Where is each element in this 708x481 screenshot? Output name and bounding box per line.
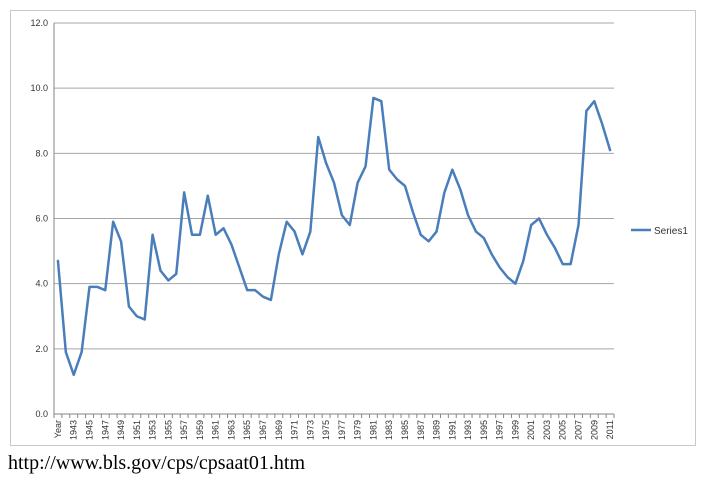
- x-tick-label-2011: 2011: [605, 420, 615, 439]
- x-tick-label-2005: 2005: [558, 420, 568, 440]
- x-tick-label-1997: 1997: [495, 420, 505, 440]
- x-tick-label-1993: 1993: [463, 420, 473, 440]
- x-tick-label-2001: 2001: [526, 420, 536, 440]
- x-tick-label-1975: 1975: [321, 420, 331, 440]
- y-tick-label-4: 8.0: [35, 148, 48, 158]
- y-tick-label-1: 2.0: [35, 344, 48, 354]
- x-tick-label-1987: 1987: [416, 420, 426, 440]
- x-tick-label-1947: 1947: [100, 420, 110, 440]
- x-tick-label-2009: 2009: [589, 420, 599, 440]
- x-tick-label-1981: 1981: [368, 420, 378, 440]
- x-tick-label-1943: 1943: [69, 420, 79, 440]
- chart-frame: 0.0 2.0 4.0 6.0 8.0 10.0 12.0 Year 1943 1945 1947 1…: [10, 10, 696, 446]
- x-tick-label-1973: 1973: [305, 420, 315, 440]
- source-url: http://www.bls.gov/cps/cpsaat01.htm: [8, 452, 306, 474]
- series-layer: [56, 96, 612, 377]
- x-tick-label-1951: 1951: [132, 420, 142, 440]
- x-tick-label-1983: 1983: [384, 420, 394, 440]
- y-tick-label-2: 4.0: [35, 279, 48, 289]
- x-tick-label-1953: 1953: [148, 420, 158, 440]
- x-tick-label-1955: 1955: [163, 420, 173, 440]
- x-tick-label-1959: 1959: [195, 420, 205, 440]
- axis-layer: 0.0 2.0 4.0 6.0 8.0 10.0 12.0 Year 1943 1945 1947 1…: [30, 18, 615, 440]
- x-tick-label-1967: 1967: [258, 420, 268, 440]
- y-tick-label-5: 10.0: [30, 83, 48, 93]
- y-tick-label-0: 0.0: [35, 409, 48, 419]
- x-tick-label-1977: 1977: [337, 420, 347, 440]
- x-tick-label-1949: 1949: [116, 420, 126, 440]
- line-chart: 0.0 2.0 4.0 6.0 8.0 10.0 12.0 Year 1943 1945 1947 1…: [30, 18, 688, 440]
- legend-label-series1: Series1: [654, 226, 688, 237]
- x-tick-label-1979: 1979: [353, 420, 363, 440]
- series-line-1: [56, 96, 612, 377]
- x-tick-label-1995: 1995: [479, 420, 489, 440]
- x-tick-label-1999: 1999: [510, 420, 520, 440]
- x-tick-label-1991: 1991: [447, 420, 457, 440]
- x-tick-label-1965: 1965: [242, 420, 252, 440]
- x-tick-label-1961: 1961: [211, 420, 221, 440]
- x-tick-label-1989: 1989: [432, 420, 442, 440]
- x-tick-label-1971: 1971: [290, 420, 300, 440]
- x-tick-label-Year: Year: [53, 420, 63, 438]
- x-tick-label-1957: 1957: [179, 420, 189, 440]
- x-tick-label-1985: 1985: [400, 420, 410, 440]
- y-tick-label-6: 12.0: [30, 18, 48, 28]
- y-tick-label-3: 6.0: [35, 214, 48, 224]
- legend: Series1: [631, 226, 688, 237]
- x-tick-label-1963: 1963: [226, 420, 236, 440]
- x-tick-label-1945: 1945: [84, 420, 94, 440]
- x-tick-label-2003: 2003: [542, 420, 552, 440]
- x-tick-label-1969: 1969: [274, 420, 284, 440]
- x-tick-label-2007: 2007: [574, 420, 584, 440]
